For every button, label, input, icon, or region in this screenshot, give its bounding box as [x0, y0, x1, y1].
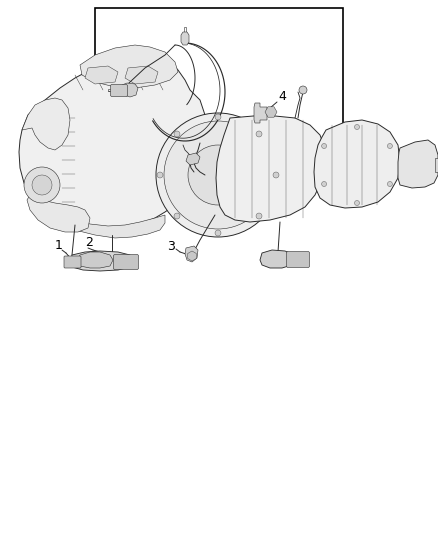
Polygon shape [254, 103, 267, 123]
Polygon shape [22, 98, 70, 150]
Polygon shape [85, 66, 118, 84]
Circle shape [215, 114, 221, 120]
Circle shape [24, 167, 60, 203]
Polygon shape [181, 32, 189, 45]
Circle shape [164, 121, 272, 229]
Circle shape [299, 86, 307, 94]
Polygon shape [125, 66, 158, 84]
Polygon shape [77, 252, 113, 268]
Text: 3: 3 [167, 240, 175, 253]
Polygon shape [216, 115, 325, 222]
Circle shape [256, 213, 262, 219]
Polygon shape [260, 250, 294, 268]
FancyBboxPatch shape [113, 254, 138, 270]
Circle shape [387, 182, 392, 187]
Polygon shape [19, 55, 207, 234]
Circle shape [188, 145, 248, 205]
Circle shape [156, 113, 280, 237]
Polygon shape [65, 215, 165, 238]
Polygon shape [185, 246, 198, 262]
Circle shape [354, 125, 360, 130]
Circle shape [157, 172, 163, 178]
Text: 4: 4 [278, 90, 286, 103]
FancyBboxPatch shape [110, 85, 127, 96]
Circle shape [387, 143, 392, 149]
Circle shape [273, 172, 279, 178]
Polygon shape [186, 153, 200, 165]
Circle shape [256, 131, 262, 137]
Circle shape [32, 175, 52, 195]
Polygon shape [27, 195, 90, 232]
Polygon shape [314, 120, 400, 208]
Polygon shape [435, 158, 438, 172]
Polygon shape [398, 140, 438, 188]
Text: 1: 1 [55, 239, 63, 252]
Polygon shape [70, 251, 132, 271]
Circle shape [174, 131, 180, 137]
Circle shape [321, 143, 327, 149]
Polygon shape [265, 107, 277, 117]
Polygon shape [187, 251, 196, 261]
FancyBboxPatch shape [286, 252, 310, 268]
Polygon shape [80, 45, 178, 88]
Circle shape [354, 200, 360, 206]
FancyBboxPatch shape [64, 256, 81, 268]
Circle shape [174, 213, 180, 219]
Circle shape [215, 230, 221, 236]
Bar [95, 8, 343, 173]
Text: 2: 2 [85, 236, 93, 249]
Circle shape [321, 182, 327, 187]
Polygon shape [121, 83, 138, 97]
